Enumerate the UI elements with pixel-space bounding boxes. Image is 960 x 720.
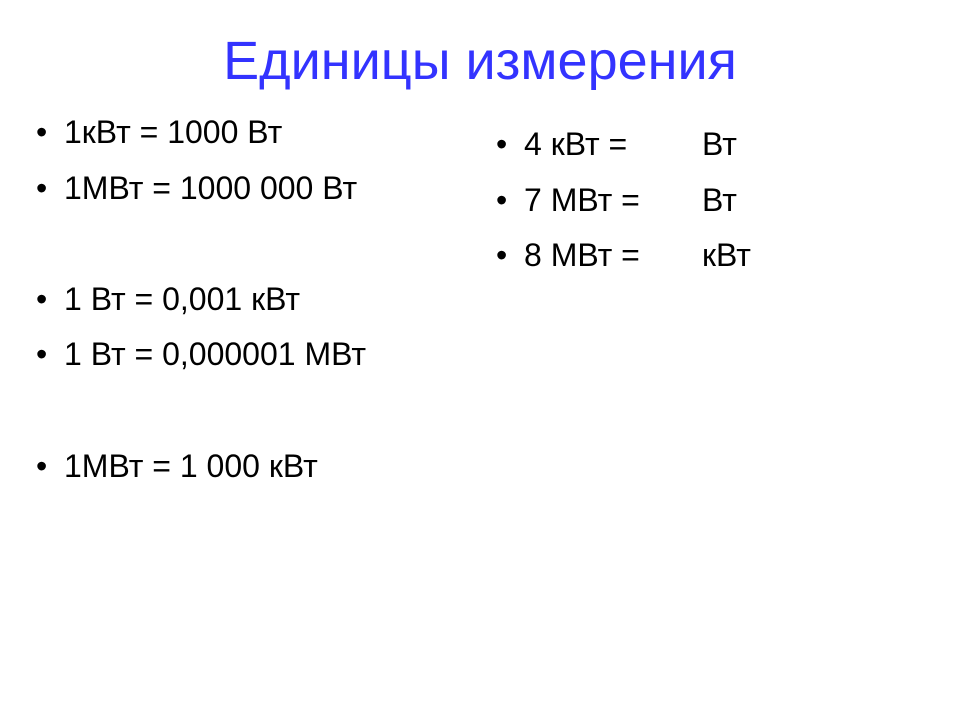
list-item: 1 Вт = 0,001 кВт	[30, 279, 470, 321]
list-item: 1МВт = 1 000 кВт	[30, 446, 470, 488]
conversion-rhs: кВт	[684, 235, 751, 277]
list-item: 1кВт = 1000 Вт	[30, 112, 470, 154]
list-item: 1 Вт = 0,000001 МВт	[30, 334, 470, 376]
conversion-lhs: 8 МВт =	[524, 235, 684, 277]
list-item: 7 МВт = Вт	[490, 180, 930, 222]
conversion-lhs: 7 МВт =	[524, 180, 684, 222]
list-item: 1МВт = 1000 000 Вт	[30, 168, 470, 210]
list-item: 8 МВт = кВт	[490, 235, 930, 277]
list-spacer	[30, 223, 470, 265]
right-column: 4 кВт = Вт 7 МВт = Вт 8 МВт = кВт	[480, 112, 930, 501]
conversion-lhs: 4 кВт =	[524, 124, 684, 166]
left-list: 1кВт = 1000 Вт 1МВт = 1000 000 Вт 1 Вт =…	[30, 112, 470, 487]
list-item: 4 кВт = Вт	[490, 124, 930, 166]
slide: Единицы измерения 1кВт = 1000 Вт 1МВт = …	[0, 0, 960, 720]
slide-title: Единицы измерения	[0, 0, 960, 112]
conversion-rhs: Вт	[684, 124, 737, 166]
conversion-rhs: Вт	[684, 180, 737, 222]
left-column: 1кВт = 1000 Вт 1МВт = 1000 000 Вт 1 Вт =…	[30, 112, 480, 501]
right-list: 4 кВт = Вт 7 МВт = Вт 8 МВт = кВт	[490, 124, 930, 277]
list-spacer	[30, 390, 470, 432]
content-columns: 1кВт = 1000 Вт 1МВт = 1000 000 Вт 1 Вт =…	[0, 112, 960, 501]
